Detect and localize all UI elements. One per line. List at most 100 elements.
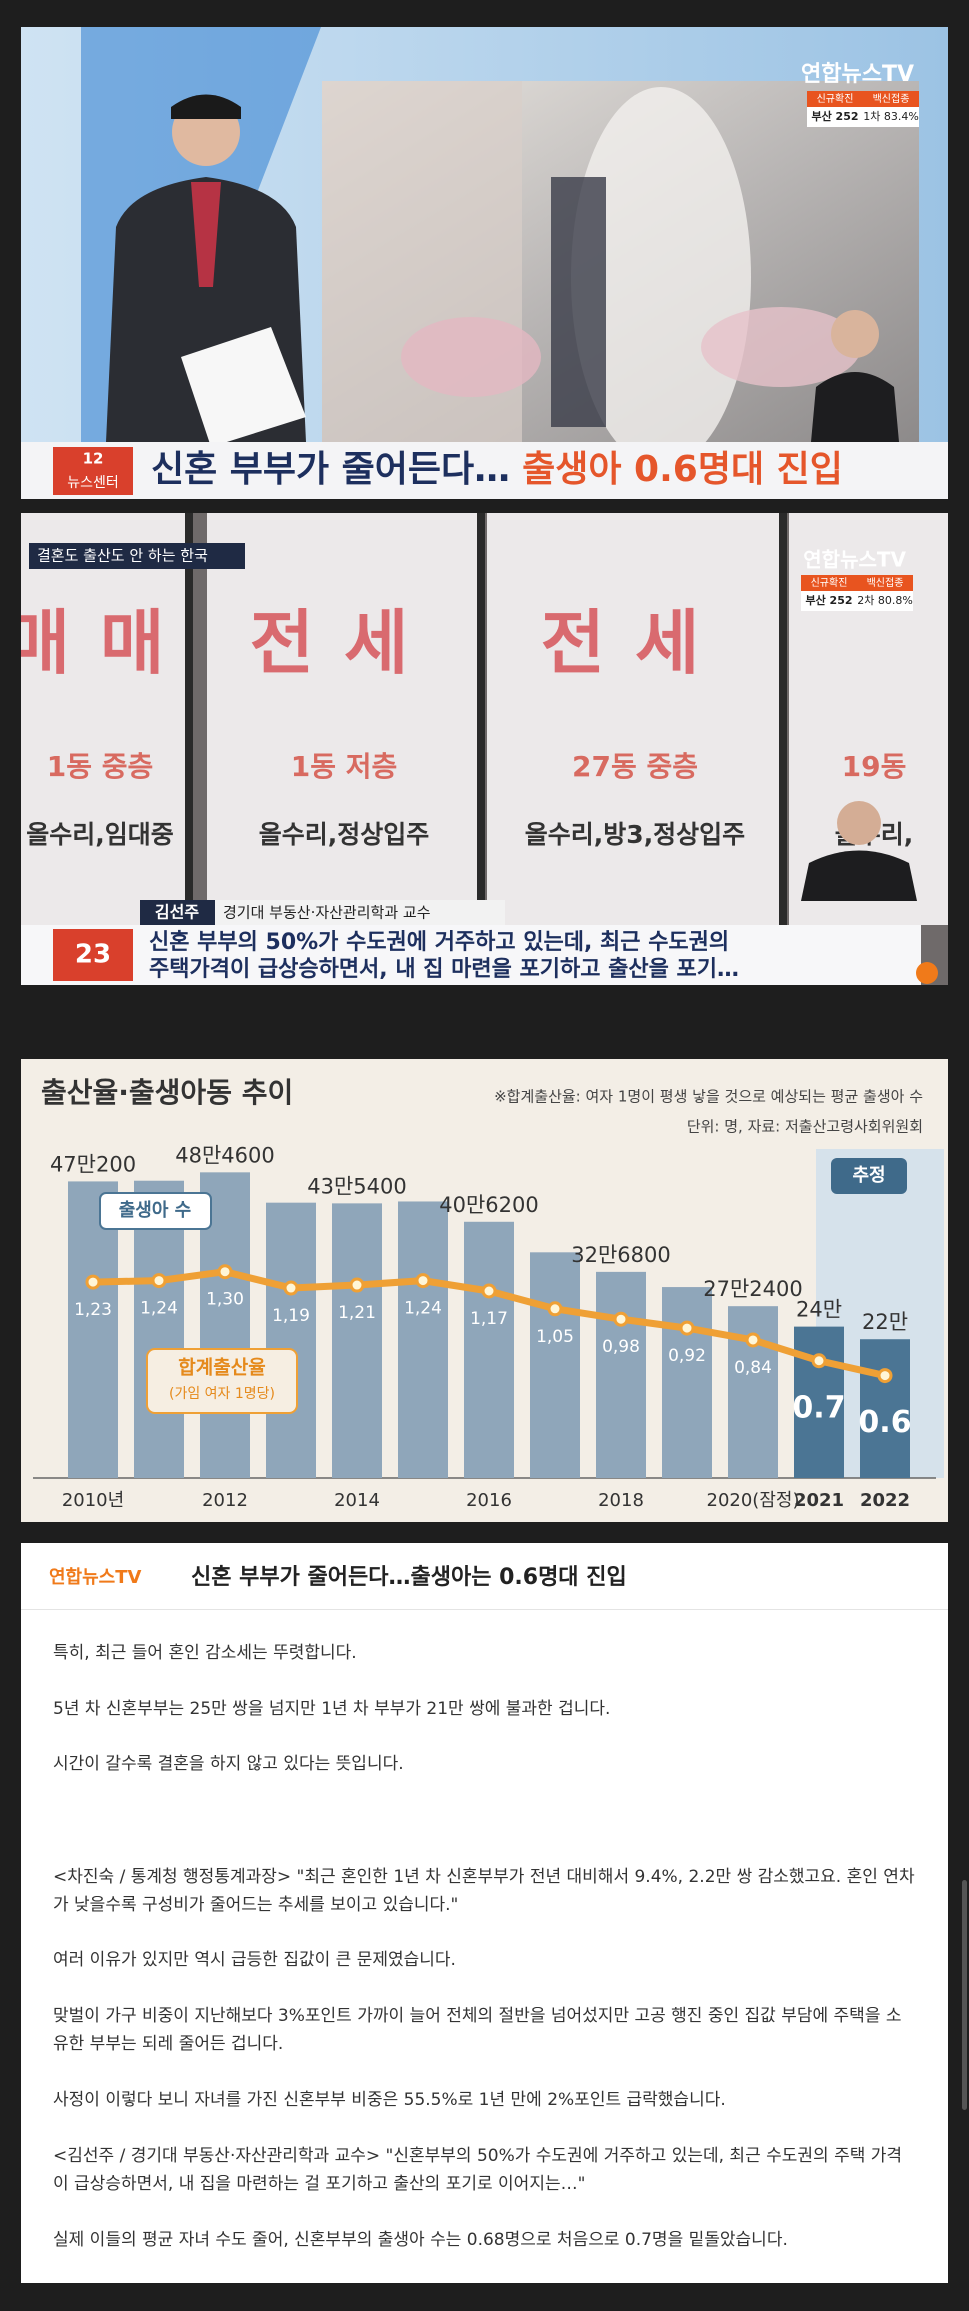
sign-desc: 올수리,방3,정상입주: [525, 820, 745, 849]
bar: [398, 1201, 448, 1478]
rate-value-label: 0.7: [792, 1390, 845, 1425]
headline-part: 신혼 부부가 줄어든다…: [151, 449, 510, 490]
sign-big: 전세: [541, 602, 730, 684]
legend-bars: [99, 1192, 212, 1230]
rate-value-label: 1,24: [140, 1299, 178, 1319]
ticker-label: 백신접종: [867, 577, 904, 589]
article-logo: 연합뉴스TV: [49, 1567, 142, 1588]
headline-bar: [21, 442, 948, 499]
x-tick-label: 2022: [860, 1490, 910, 1511]
bar: [596, 1271, 646, 1478]
rate-value-label: 1,19: [272, 1306, 310, 1326]
rate-marker: [745, 1332, 761, 1348]
caption-bar: [21, 925, 921, 985]
ticker-value: 부산 252: [805, 593, 852, 607]
bar: [662, 1287, 712, 1478]
rate-marker: [349, 1277, 365, 1293]
news-frame: 연합뉴스TV 신규확진 백신접종 부산 252 1차 83.4% 12 뉴스센터…: [21, 27, 948, 499]
rate-marker: [679, 1320, 695, 1336]
bar-value-label: 43만5400: [307, 1174, 407, 1198]
x-tick-label: 2014: [334, 1490, 380, 1511]
bar-value-label: 32만6800: [571, 1243, 671, 1267]
chart-note: ※합계출산율: 여자 1명이 평생 낳을 것으로 예상되는 평균 출생아 수: [494, 1088, 923, 1106]
sign-floor: 19동: [842, 750, 907, 783]
bar: [728, 1306, 778, 1478]
caption-line: 주택가격이 급상승하면서, 내 집 마련을 포기하고 출산을 포기…: [149, 957, 739, 982]
channel-logo: 연합뉴스TV: [801, 61, 914, 87]
rate-marker: [877, 1368, 893, 1384]
x-tick-label: 2021: [794, 1490, 844, 1511]
anchor-papers: [181, 327, 306, 447]
interpreter-body: [811, 372, 899, 442]
article-paragraph: 여러 이유가 있지만 역시 급등한 집값이 큰 문제였습니다.: [53, 1950, 456, 1970]
scrollbar[interactable]: [962, 1880, 967, 2110]
legend-sublabel: (가임 여자 1명당): [169, 1386, 275, 1402]
sign-board: [487, 513, 783, 925]
article-paragraph: 5년 차 신혼부부는 25만 쌍을 넘지만 1년 차 부부가 21만 쌍에 불과…: [53, 1699, 611, 1719]
x-tick-label: 2018: [598, 1490, 644, 1511]
channel-number: 12: [83, 450, 104, 468]
rate-marker: [217, 1264, 233, 1280]
article-title: 신혼 부부가 줄어든다…출생아는 0.6명대 진입: [191, 1565, 627, 1590]
ticker-value-bg: [801, 591, 913, 611]
x-tick-label: 2016: [466, 1490, 512, 1511]
legend-label: 출생아 수: [119, 1200, 192, 1221]
rate-value-label: 0,84: [734, 1358, 772, 1378]
legend-line: [146, 1348, 298, 1414]
corner-logo: [916, 962, 938, 984]
rate-value-label: 1,23: [74, 1300, 112, 1320]
ticker-label-bg: [857, 575, 913, 591]
chart: 출산율·출생아동 추이 ※합계출산율: 여자 1명이 평생 낳을 것으로 예상되…: [21, 1059, 948, 1522]
speaker-name: 김선주: [155, 903, 199, 922]
sign-desc: 올수리,임대중: [26, 820, 174, 849]
article-paragraph: 특히, 최근 들어 혼인 감소세는 뚜렷합니다.: [53, 1643, 357, 1663]
bar-value-label: 24만: [796, 1298, 842, 1322]
rate-value-label: 1,30: [206, 1290, 244, 1310]
sign-big: 매매: [21, 602, 194, 684]
sign-desc: 올수리,정상입주: [259, 820, 430, 849]
sign-board: [207, 513, 481, 925]
rate-value-label: 1,21: [338, 1303, 376, 1323]
speaker-name-bg: [140, 900, 215, 925]
rate-value-label: 0,92: [668, 1346, 706, 1366]
article-paragraph: <차진숙 / 통계청 행정통계과장> "최근 혼인한 1년 차 신혼부부가 전년…: [53, 1867, 915, 1915]
bar-value-label: 47만200: [50, 1152, 136, 1176]
sign-big: 전세: [250, 602, 439, 684]
rate-marker: [283, 1280, 299, 1296]
channel-logo: 연합뉴스TV: [803, 548, 906, 572]
ticker-label-bg: [801, 575, 857, 591]
chart-source: 단위: 명, 자료: 저출산고령사회위원회: [687, 1118, 923, 1136]
ticker-value-bg: [807, 107, 919, 127]
estimate-box: [831, 1158, 907, 1194]
article-paragraph: 실제 이들의 평균 자녀 수도 줄어, 신혼부부의 출생아 수는 0.68명으로…: [53, 2230, 788, 2250]
channel-box: [53, 929, 133, 981]
bar-value-label: 22만: [862, 1310, 908, 1334]
sign-floor: 1동 저층: [291, 750, 398, 783]
anchor-tie: [191, 182, 221, 287]
ticker-label: 백신접종: [873, 93, 910, 105]
ticker-value: 2차 80.8%: [857, 594, 913, 607]
topic-tag: 결혼도 출산도 안 하는 한국: [37, 547, 208, 565]
chart-title: 출산율·출생아동 추이: [41, 1076, 293, 1109]
rate-marker: [481, 1283, 497, 1299]
bar: [134, 1180, 184, 1478]
ticker-value: 부산 252: [811, 109, 858, 123]
rate-marker: [151, 1273, 167, 1289]
caption-line: 신혼 부부의 50%가 수도권에 거주하고 있는데, 최근 수도권의: [149, 930, 729, 955]
article: 연합뉴스TV 신혼 부부가 줄어든다…출생아는 0.6명대 진입 특히, 최근 …: [21, 1543, 948, 2283]
bar: [332, 1203, 382, 1478]
bar: [860, 1339, 910, 1478]
bar-value-label: 40만6200: [439, 1193, 539, 1217]
rate-marker: [415, 1273, 431, 1289]
rate-marker: [613, 1311, 629, 1327]
ticker-label-bg: [863, 91, 919, 107]
speaker-title-bg: [215, 900, 505, 925]
program-name: 뉴스센터: [67, 475, 119, 491]
channel-number: 23: [75, 940, 111, 970]
ticker-value: 1차 83.4%: [863, 110, 919, 123]
rate-value-label: 1,17: [470, 1309, 508, 1329]
interpreter-head: [837, 801, 881, 845]
legend-label: 합계출산율: [178, 1357, 265, 1379]
rate-value-label: 0.6: [858, 1405, 911, 1440]
